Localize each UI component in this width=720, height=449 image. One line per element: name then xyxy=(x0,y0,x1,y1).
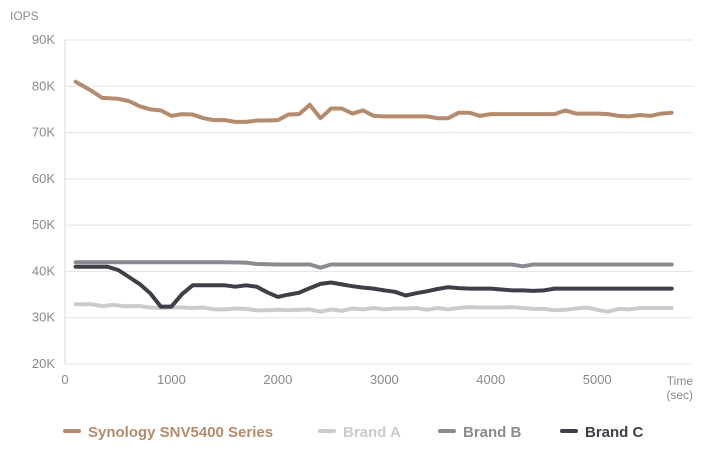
y-tick-label: 20K xyxy=(32,356,55,371)
x-tick-label: 4000 xyxy=(476,372,505,387)
y-axis-title: IOPS xyxy=(10,9,39,23)
x-axis-title-line: Time xyxy=(667,374,694,388)
x-tick-label: 3000 xyxy=(370,372,399,387)
y-tick-label: 90K xyxy=(32,32,55,47)
legend-label-brand-c: Brand C xyxy=(585,424,644,441)
series-line-brand-a xyxy=(73,302,674,314)
series-lines xyxy=(73,79,674,314)
y-tick-label: 70K xyxy=(32,125,55,140)
y-tick-label: 30K xyxy=(32,310,55,325)
x-tick-label: 5000 xyxy=(583,372,612,387)
y-tick-label: 80K xyxy=(32,78,55,93)
legend-label-synology-snv5400-series: Synology SNV5400 Series xyxy=(88,424,273,441)
x-tick-label: 2000 xyxy=(263,372,292,387)
axes: 20K 30K 40K 50K 60K 70K 80K 90K IOPS 0 1000 2000 300… xyxy=(10,9,693,402)
y-tick-label: 50K xyxy=(32,217,55,232)
y-tick-label: 60K xyxy=(32,171,55,186)
x-tick-label: 0 xyxy=(61,372,68,387)
series-line-brand-b xyxy=(73,260,674,270)
y-tick-label: 40K xyxy=(32,263,55,278)
gridlines xyxy=(65,39,693,365)
x-tick-label: 1000 xyxy=(157,372,186,387)
legend-label-brand-b: Brand B xyxy=(463,424,522,441)
series-line-brand-c xyxy=(73,264,674,309)
series-line-synology-snv5400-series xyxy=(73,79,674,124)
legend: Synology SNV5400 Series Brand A Brand B Bra… xyxy=(63,424,644,441)
x-axis-title-line: (sec) xyxy=(666,388,693,402)
legend-label-brand-a: Brand A xyxy=(343,424,401,441)
